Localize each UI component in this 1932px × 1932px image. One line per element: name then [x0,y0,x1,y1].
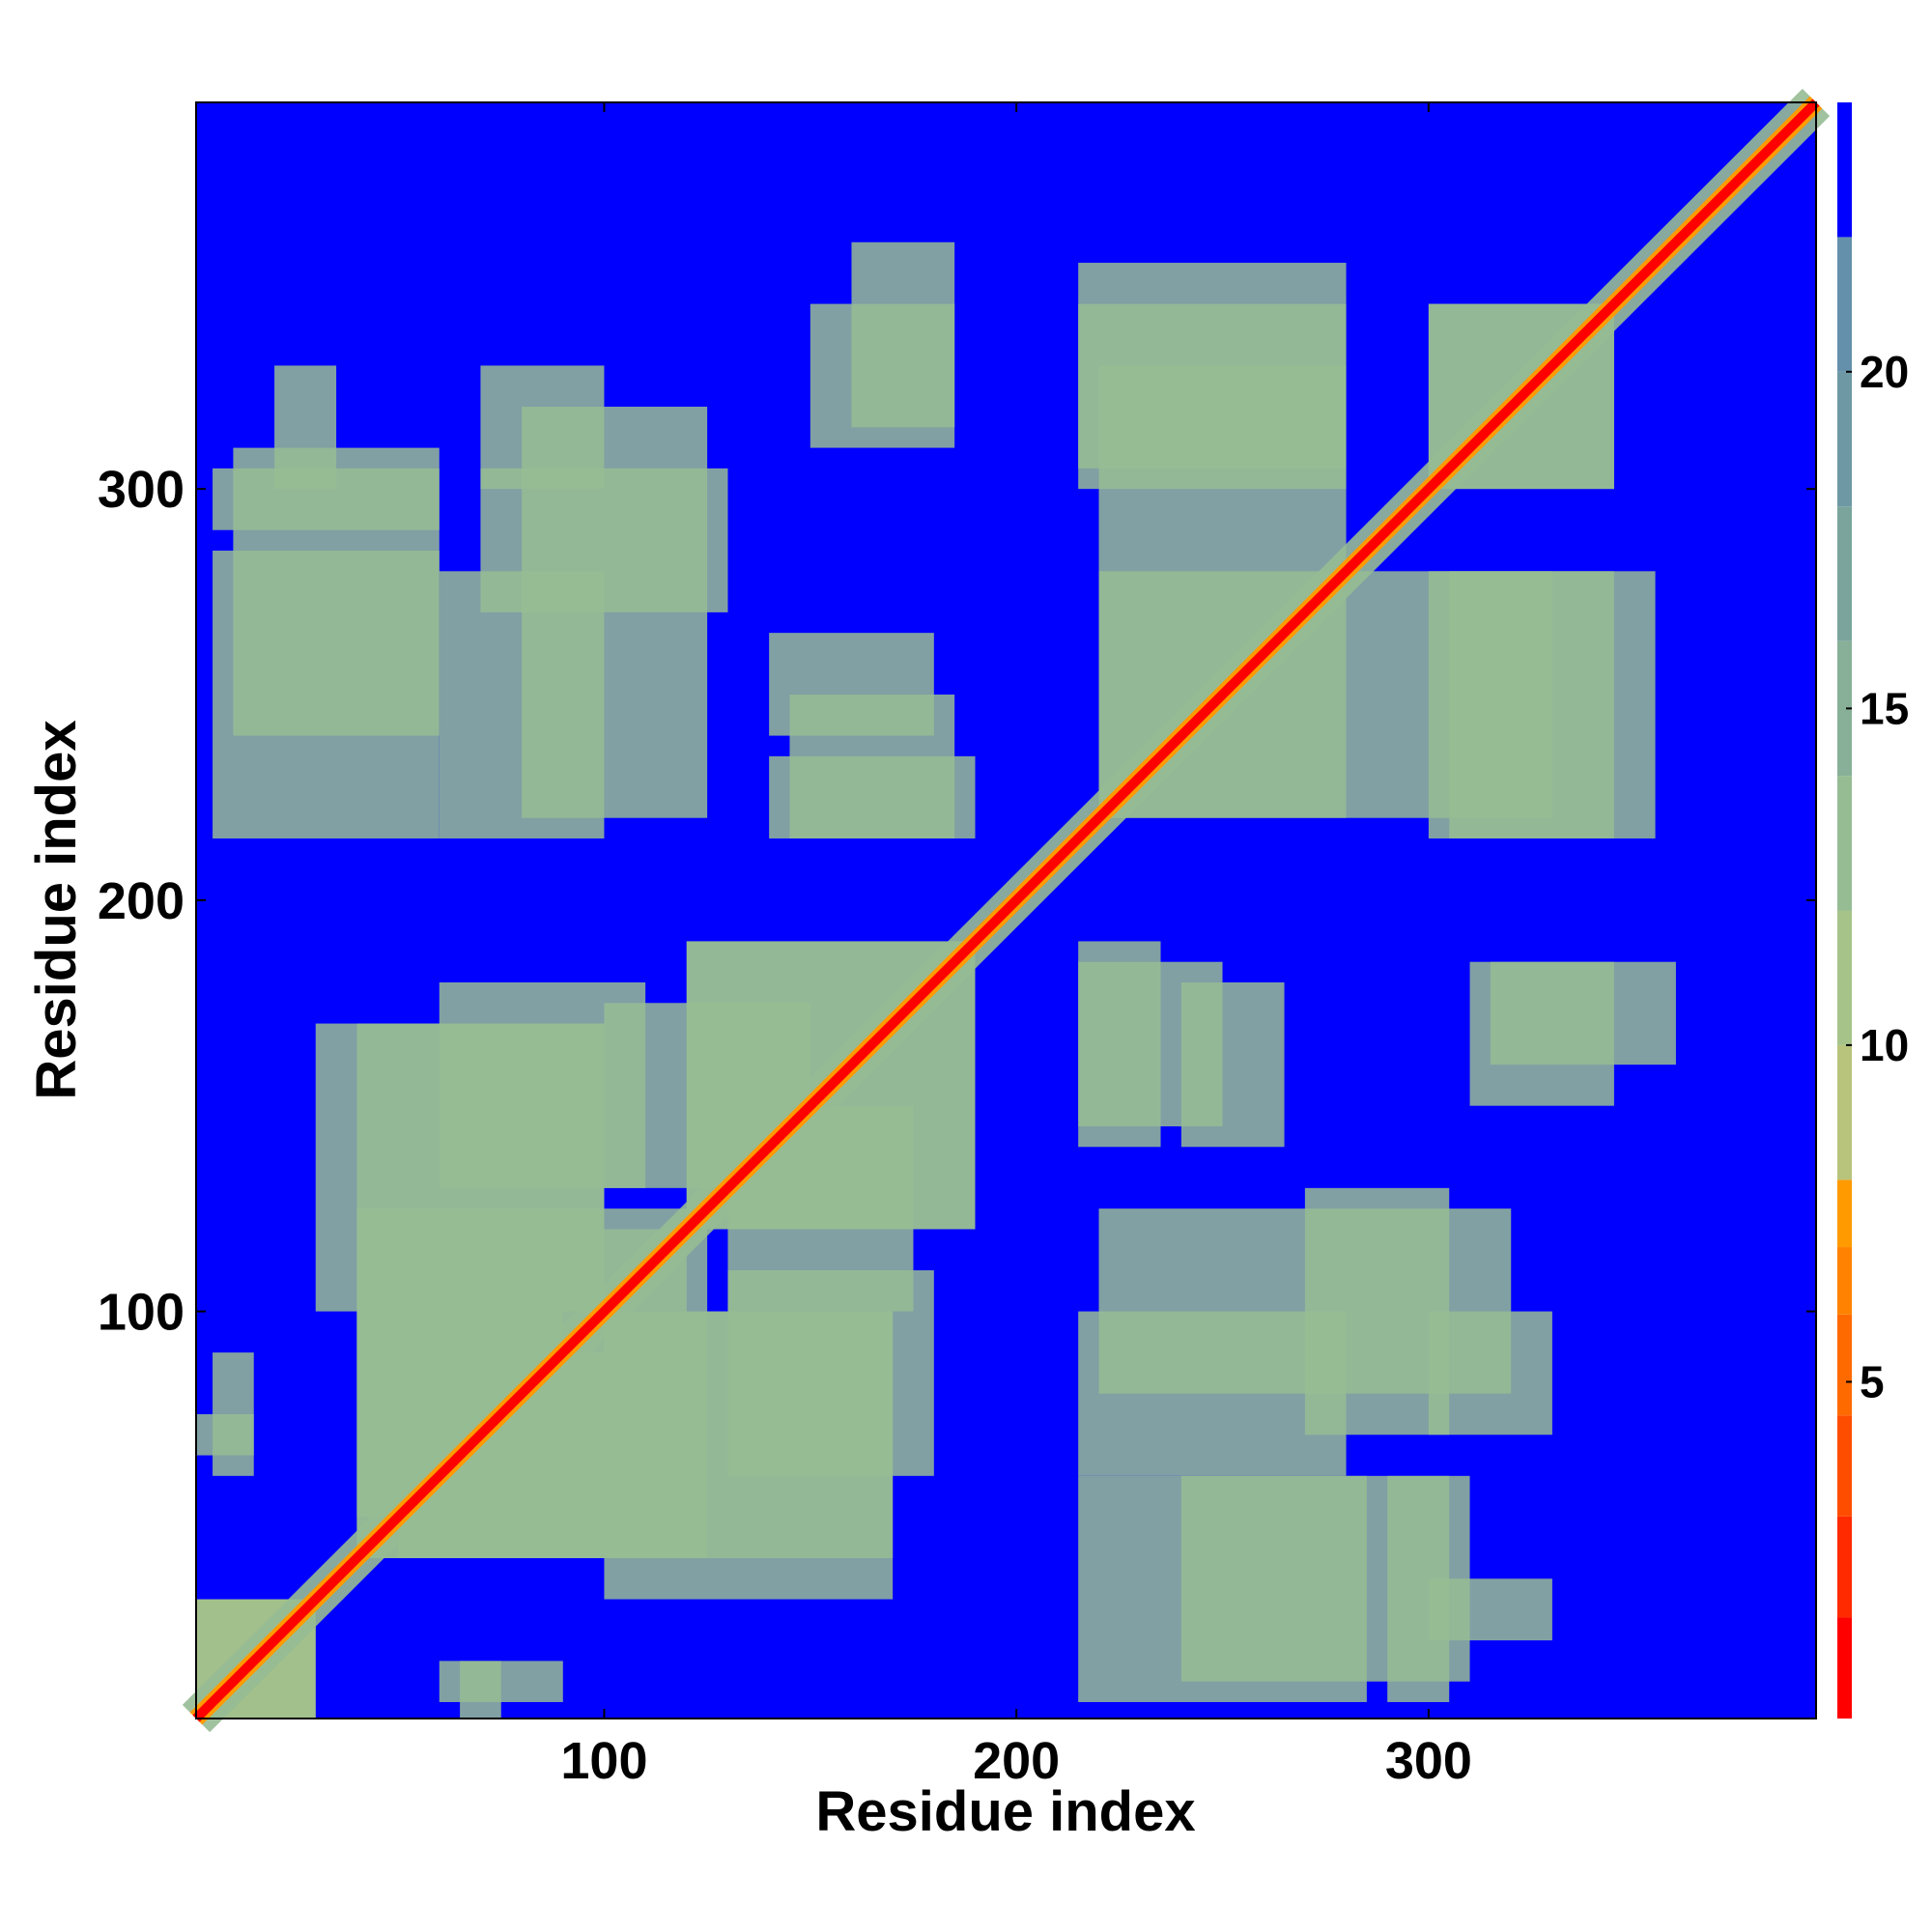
colorbar-segment [1837,1314,1852,1416]
x-axis-title: Residue index [815,1780,1195,1843]
colorbar-segment [1837,1617,1852,1719]
y-tick-label: 300 [98,461,185,519]
heatmap-contact-region [1078,961,1223,1126]
colorbar-tick-label: 15 [1860,683,1909,733]
colorbar-segment [1837,237,1852,372]
x-tick-label: 200 [973,1732,1060,1790]
heatmap-contact-region [233,447,440,736]
x-tick-label: 100 [560,1732,647,1790]
heatmap-contact-region [1098,1208,1512,1394]
heatmap-contact-region [851,242,955,428]
colorbar-segment [1837,102,1852,238]
heatmap-contact-region [439,1661,563,1702]
heatmap-contact-region [274,365,337,490]
colorbar-tick-label: 10 [1860,1020,1909,1070]
plot-frame [195,101,1817,1719]
heatmap-contact-region [522,407,708,818]
colorbar-segment [1837,506,1852,641]
colorbar-segment [1837,1516,1852,1618]
colorbar-segment [1837,1415,1852,1517]
x-tick-label: 300 [1385,1732,1472,1790]
heatmap-contact-region [1078,263,1347,490]
heatmap-diagonal [192,99,1820,1722]
colorbar-segment [1837,1044,1852,1180]
colorbar-segment [1837,910,1852,1045]
heatmap-contact-region [1490,961,1676,1065]
heatmap-contact-region [789,695,955,839]
colorbar-segment [1837,371,1852,507]
heatmap-contact-region [1428,1578,1552,1641]
colorbar-segment [1837,776,1852,911]
colorbar-tick-label: 20 [1860,347,1909,397]
y-axis-ticks: 100 200 300 [98,461,1816,1342]
y-tick-label: 200 [98,872,185,930]
colorbar-segment [1837,640,1852,777]
y-axis-title: Residue index [25,720,88,1099]
colorbar-tick-label: 5 [1860,1356,1885,1406]
heatmap-contact-region [1428,571,1656,839]
colorbar-segment [1837,1179,1852,1248]
heatmap-contact-region [356,1023,605,1270]
x-axis-ticks: 100 200 300 [560,102,1472,1790]
heatmap-contact-region [1180,1475,1470,1682]
colorbar: 5 10 15 20 [1837,102,1909,1719]
heatmap-contact-region [213,1352,254,1476]
colorbar-segment [1837,1247,1852,1315]
heatmap-contact-region [645,1311,894,1558]
y-tick-label: 100 [98,1284,185,1342]
heatmap-cells [182,88,1831,1733]
